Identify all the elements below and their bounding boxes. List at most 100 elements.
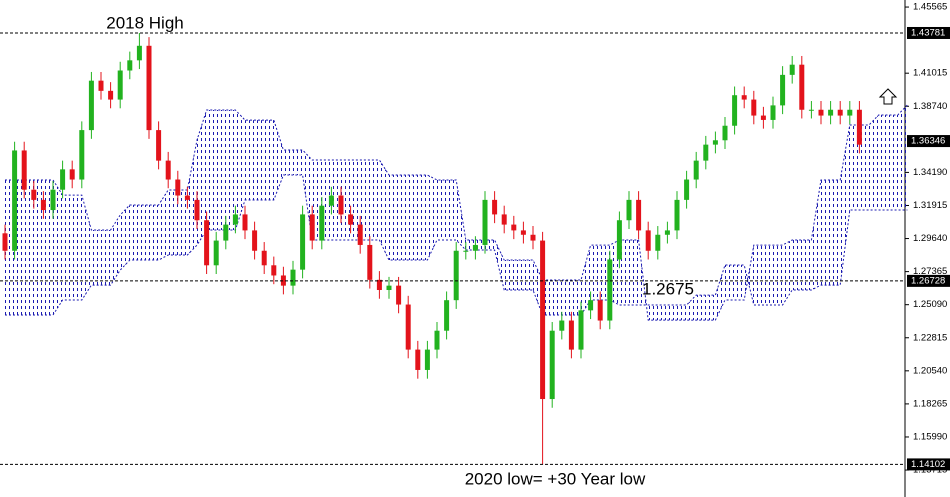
candle-body bbox=[319, 205, 325, 241]
up-arrow-icon bbox=[878, 88, 898, 105]
candle-body bbox=[626, 199, 632, 221]
candle-body bbox=[79, 130, 85, 180]
candle-body bbox=[520, 230, 526, 235]
y-tick-label: 1.45565 bbox=[913, 2, 947, 13]
candle-body bbox=[693, 160, 699, 180]
candle-body bbox=[50, 189, 56, 211]
level-label-box bbox=[907, 274, 950, 287]
y-tick-label: 1.41015 bbox=[913, 68, 947, 79]
candle-body bbox=[828, 109, 834, 116]
candle-body bbox=[578, 310, 584, 350]
candle-body bbox=[280, 275, 286, 286]
candle-body bbox=[328, 195, 334, 206]
candle-body bbox=[636, 199, 642, 231]
candle-body bbox=[136, 45, 142, 61]
span-a-line bbox=[5, 104, 908, 321]
level-label: 1.14102 bbox=[911, 459, 945, 470]
candle-body bbox=[444, 300, 450, 331]
annotation: 2018 High bbox=[106, 13, 184, 32]
y-tick-label: 1.22815 bbox=[913, 332, 947, 343]
candle-body bbox=[2, 233, 8, 251]
candle-body bbox=[760, 115, 766, 120]
candle-body bbox=[703, 144, 709, 161]
candle-body bbox=[453, 250, 459, 301]
y-tick-label: 1.18265 bbox=[913, 398, 947, 409]
candle-body bbox=[588, 300, 594, 311]
candle-body bbox=[616, 220, 622, 260]
y-tick-label: 1.29640 bbox=[913, 233, 947, 244]
candle-body bbox=[175, 179, 181, 196]
candle-body bbox=[184, 195, 190, 200]
level-label-box bbox=[907, 458, 950, 471]
candle-body bbox=[818, 109, 824, 116]
candle-body bbox=[396, 285, 402, 305]
candle-body bbox=[501, 214, 507, 225]
candle-body bbox=[568, 320, 574, 350]
candle-body bbox=[674, 199, 680, 231]
candle-body bbox=[367, 244, 373, 280]
candle-body bbox=[415, 349, 421, 370]
candle-body bbox=[60, 169, 66, 190]
candle-body bbox=[472, 244, 478, 251]
candle-body bbox=[108, 90, 114, 100]
y-tick-label: 1.27365 bbox=[913, 266, 947, 277]
candle-body bbox=[741, 95, 747, 100]
candle-body bbox=[223, 224, 229, 241]
candle-body bbox=[405, 304, 411, 350]
candle-body bbox=[808, 109, 814, 111]
candle-body bbox=[376, 279, 382, 291]
candle-body bbox=[31, 189, 37, 200]
level-label: 1.43781 bbox=[911, 27, 945, 38]
candle-body bbox=[194, 199, 200, 221]
candle-body bbox=[309, 214, 315, 241]
candle-body bbox=[252, 230, 258, 251]
candle-body bbox=[424, 349, 430, 370]
candle-body bbox=[511, 224, 517, 231]
candle-body bbox=[492, 199, 498, 215]
candle-body bbox=[664, 230, 670, 235]
candle-body bbox=[12, 150, 18, 251]
candle-body bbox=[213, 240, 219, 266]
candle-body bbox=[607, 259, 613, 321]
candle-body bbox=[837, 109, 843, 116]
candle-body bbox=[69, 169, 75, 180]
candle-body bbox=[232, 214, 238, 225]
candle-body bbox=[290, 269, 296, 286]
candle-body bbox=[530, 234, 536, 241]
candle-body bbox=[559, 320, 565, 331]
y-tick-label: 1.15990 bbox=[913, 431, 947, 442]
candle-body bbox=[780, 74, 786, 106]
cloud-fill bbox=[5, 104, 908, 321]
candle-body bbox=[156, 130, 162, 161]
candle-body bbox=[146, 45, 152, 131]
candle-body bbox=[732, 95, 738, 126]
candle-body bbox=[434, 330, 440, 350]
y-tick-label: 1.25090 bbox=[913, 299, 947, 310]
candle-body bbox=[117, 70, 123, 100]
candle-body bbox=[799, 64, 805, 110]
level-label-box bbox=[907, 26, 950, 39]
candle-body bbox=[789, 64, 795, 75]
candle-body bbox=[655, 234, 661, 251]
candle-body bbox=[549, 330, 555, 400]
candle-body bbox=[847, 109, 853, 116]
candle-body bbox=[482, 199, 488, 245]
candle-body bbox=[597, 300, 603, 321]
candle-body bbox=[463, 250, 469, 252]
candle-body bbox=[722, 125, 728, 141]
candle-body bbox=[357, 224, 363, 245]
candle-body bbox=[271, 265, 277, 276]
level-label: 1.26728 bbox=[911, 275, 945, 286]
candle-body bbox=[712, 140, 718, 145]
candle-body bbox=[88, 80, 94, 131]
candle-body bbox=[40, 199, 46, 211]
candle-body bbox=[261, 250, 267, 266]
price-label: 1.36346 bbox=[911, 136, 945, 147]
candle-body bbox=[540, 240, 546, 400]
candle-body bbox=[684, 179, 690, 200]
candle-body bbox=[856, 109, 862, 145]
candle-body bbox=[204, 220, 210, 266]
candle-body bbox=[751, 99, 757, 116]
candle-body bbox=[348, 214, 354, 225]
